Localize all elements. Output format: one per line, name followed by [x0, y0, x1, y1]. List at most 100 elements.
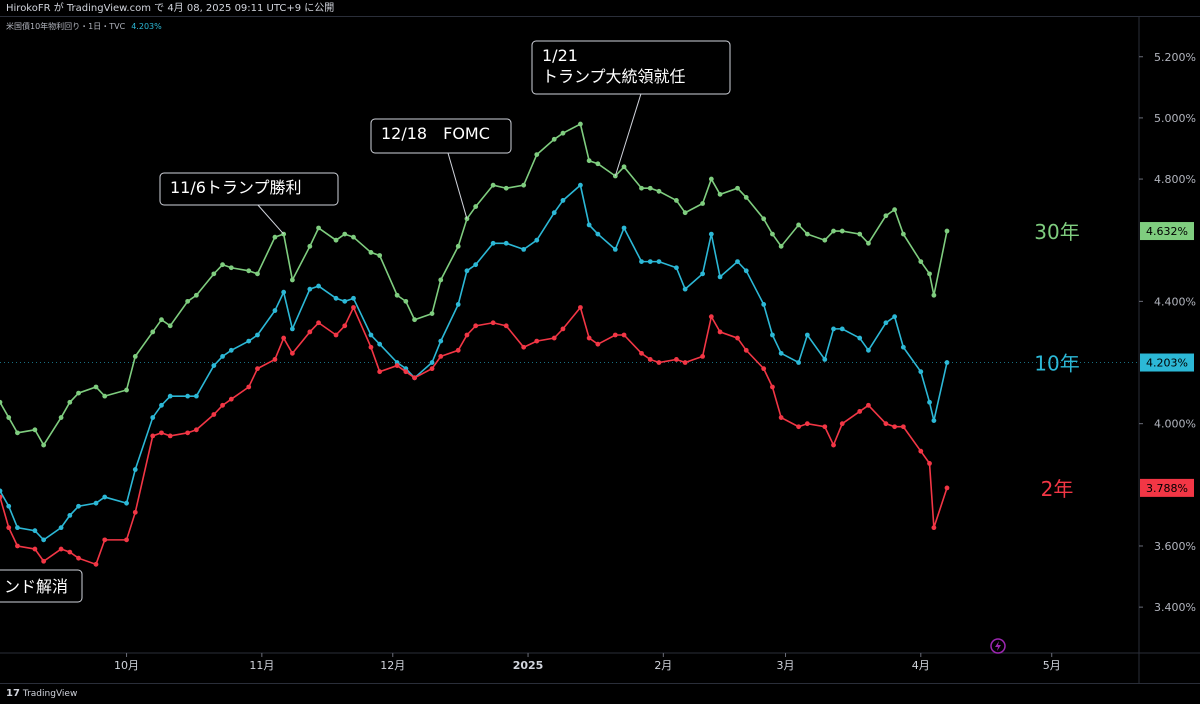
data-point	[377, 253, 383, 258]
x-tick-label: 10月	[114, 659, 139, 672]
data-point	[132, 354, 138, 359]
data-point	[621, 332, 627, 338]
data-point	[403, 298, 409, 304]
data-point	[944, 228, 950, 234]
data-point	[866, 402, 871, 408]
data-point	[560, 198, 566, 203]
top-divider	[0, 16, 1200, 17]
series-y10	[0, 182, 950, 543]
data-point	[220, 402, 225, 408]
data-point	[682, 210, 688, 216]
data-point	[700, 271, 706, 277]
price-badge-label-y30: 4.632%	[1146, 225, 1188, 238]
tradingview-logo[interactable]: 17 TradingView	[6, 688, 77, 699]
data-point	[32, 528, 38, 534]
y-tick-label: 3.600%	[1154, 540, 1196, 553]
data-point	[822, 237, 828, 243]
data-point	[778, 415, 784, 420]
y-tick-label: 4.400%	[1154, 295, 1196, 308]
annotation-nov6-box	[159, 172, 339, 206]
data-point	[289, 277, 295, 283]
data-point	[15, 430, 20, 436]
data-point	[770, 231, 775, 237]
data-point	[193, 393, 199, 399]
data-point	[521, 344, 527, 350]
annotation-dec18-pointer	[447, 152, 468, 219]
data-point	[412, 375, 417, 381]
data-point	[0, 399, 3, 405]
data-point	[700, 201, 706, 206]
data-point	[342, 231, 348, 237]
data-point	[503, 185, 509, 191]
data-point	[102, 537, 108, 543]
data-point	[656, 259, 662, 265]
data-point	[15, 525, 20, 531]
data-point	[647, 259, 653, 265]
data-point	[455, 347, 461, 353]
data-point	[32, 546, 38, 552]
data-point	[307, 286, 313, 292]
data-point	[159, 402, 164, 408]
data-point	[0, 494, 3, 500]
data-point	[281, 335, 287, 341]
y-tick-label: 5.200%	[1154, 51, 1196, 64]
lightning-icon	[990, 638, 1006, 654]
data-point	[316, 320, 321, 326]
data-point	[708, 231, 714, 237]
data-point	[438, 338, 444, 344]
data-point	[656, 188, 662, 194]
data-point	[255, 271, 260, 277]
data-point	[822, 424, 828, 430]
data-point	[255, 366, 260, 372]
price-badge-label-y2: 3.788%	[1146, 482, 1188, 495]
data-point	[193, 292, 199, 298]
data-point	[647, 357, 653, 362]
data-point	[41, 558, 47, 564]
data-point	[682, 286, 688, 292]
data-point	[839, 228, 845, 234]
data-point	[595, 161, 601, 167]
data-point	[761, 366, 767, 372]
data-point	[490, 182, 496, 188]
data-point	[167, 393, 173, 399]
data-point	[15, 543, 20, 549]
data-point	[58, 546, 64, 552]
tradingview-logo-icon: 17	[6, 688, 20, 699]
annotation-nov6-text: 11/6トランプ勝利	[170, 178, 301, 197]
data-point	[883, 213, 889, 219]
data-point	[778, 350, 784, 356]
data-point	[822, 357, 828, 362]
symbol-value: 4.203%	[131, 22, 162, 31]
data-point	[228, 265, 234, 271]
data-point	[503, 323, 509, 329]
data-point	[124, 537, 129, 543]
data-point	[124, 500, 129, 506]
data-point	[316, 283, 321, 289]
plot-area	[0, 17, 1139, 653]
data-point	[578, 182, 583, 188]
data-point	[307, 329, 313, 335]
data-point	[473, 204, 479, 209]
data-point	[918, 259, 924, 265]
data-point	[6, 415, 12, 420]
data-point	[831, 442, 836, 448]
data-point	[6, 525, 12, 531]
data-point	[124, 387, 129, 393]
x-tick-label: 3月	[777, 659, 795, 672]
data-point	[58, 525, 64, 531]
price-badge-y10	[1140, 353, 1194, 372]
data-point	[342, 323, 348, 329]
data-point	[150, 415, 156, 420]
data-point	[770, 332, 775, 338]
data-point	[455, 302, 461, 307]
data-point	[866, 240, 871, 246]
symbol-legend: 米国債10年物利回り・1日・TVC 4.203%	[6, 21, 162, 32]
data-point	[289, 326, 295, 332]
annotation-jan21: 1/21 トランプ大統領就任	[531, 40, 731, 177]
data-point	[717, 191, 723, 197]
annotation-jan21-pointer	[614, 93, 642, 177]
data-point	[804, 332, 810, 338]
data-point	[674, 357, 679, 362]
data-point	[892, 424, 898, 430]
annotation-partial-text: ンド解消	[4, 577, 68, 596]
